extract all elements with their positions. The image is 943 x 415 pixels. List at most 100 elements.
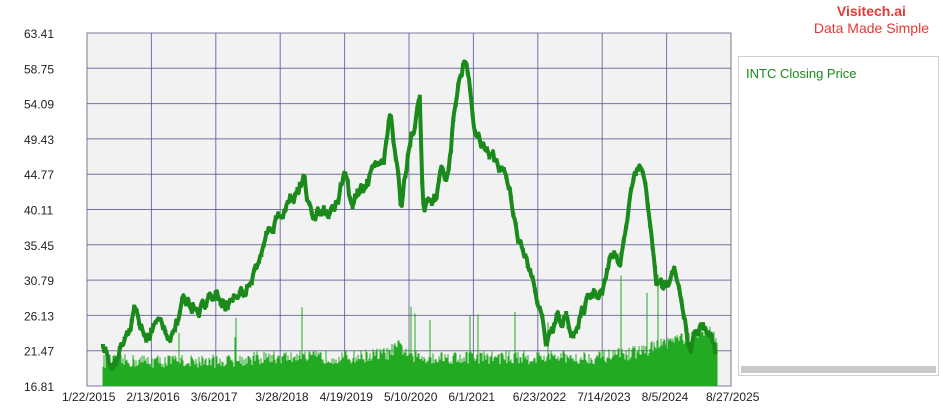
data-point	[281, 214, 285, 219]
data-point	[434, 195, 439, 200]
data-point	[561, 315, 566, 320]
data-point	[480, 142, 485, 147]
legend-scrollbar[interactable]	[741, 366, 936, 373]
data-point	[182, 296, 187, 301]
data-point	[708, 331, 713, 336]
data-point	[278, 214, 283, 219]
data-point	[595, 295, 600, 300]
data-point	[221, 299, 225, 304]
data-point	[218, 301, 223, 306]
data-point	[530, 275, 535, 280]
data-point	[437, 177, 441, 182]
legend-panel: INTC Closing Price	[738, 56, 939, 376]
data-point	[432, 193, 437, 198]
data-point	[643, 182, 648, 186]
data-point	[645, 203, 650, 208]
data-point	[137, 321, 141, 326]
data-point	[453, 102, 458, 107]
data-point	[557, 314, 561, 319]
data-point	[149, 327, 153, 332]
data-point	[535, 300, 540, 305]
data-point	[151, 323, 156, 328]
data-point	[362, 185, 367, 189]
legend-item-intc-closing-price[interactable]: INTC Closing Price	[746, 66, 857, 81]
data-point	[271, 230, 276, 234]
data-point	[631, 177, 636, 182]
data-point	[576, 325, 581, 330]
data-point	[518, 239, 523, 244]
data-point	[573, 329, 578, 334]
data-point	[653, 265, 657, 270]
brand-name: Visitech.ai	[836, 3, 906, 19]
data-point	[350, 205, 355, 210]
data-point	[665, 280, 669, 285]
data-point	[393, 156, 398, 161]
data-point	[302, 175, 307, 180]
data-point	[117, 346, 122, 351]
data-point	[672, 266, 677, 271]
data-point	[540, 314, 545, 319]
data-point	[146, 337, 151, 341]
data-point	[482, 146, 487, 151]
data-point	[374, 163, 379, 167]
data-point	[185, 299, 189, 304]
data-point	[705, 330, 710, 335]
data-point	[679, 298, 684, 303]
data-point	[684, 327, 689, 332]
data-point	[180, 296, 185, 301]
data-point	[674, 277, 679, 282]
data-point	[307, 201, 312, 206]
data-point	[257, 259, 261, 264]
data-point	[686, 343, 691, 348]
data-point	[660, 284, 665, 288]
x-tick-label: 4/19/2019	[320, 390, 374, 404]
x-tick-label: 3/28/2018	[255, 390, 309, 404]
data-point	[295, 186, 300, 191]
data-point	[425, 198, 429, 203]
data-point	[391, 139, 396, 144]
data-point	[497, 168, 501, 173]
data-point	[237, 290, 242, 295]
series-intc-closing-price	[101, 59, 718, 371]
data-point	[681, 315, 686, 320]
data-point	[602, 279, 607, 284]
data-point	[636, 167, 641, 172]
data-point	[629, 187, 633, 192]
data-point	[369, 165, 374, 170]
data-point	[641, 170, 645, 175]
data-point	[501, 167, 506, 172]
data-point	[405, 153, 410, 158]
data-point	[422, 208, 427, 213]
data-point	[410, 132, 415, 137]
data-point	[125, 330, 129, 335]
data-point	[650, 245, 655, 250]
brand-logo: Visitech.ai Data Made Simple	[814, 3, 929, 37]
x-tick-label: 2/13/2016	[126, 390, 180, 404]
data-point	[321, 205, 326, 210]
data-point	[528, 268, 533, 273]
data-point	[372, 164, 377, 169]
data-point	[201, 303, 206, 308]
data-point	[357, 190, 362, 194]
data-point	[593, 290, 597, 295]
data-point	[439, 165, 444, 170]
data-point	[638, 166, 643, 171]
y-tick-label: 30.79	[24, 274, 54, 288]
x-tick-label: 1/22/2015	[62, 390, 116, 404]
data-point	[120, 342, 125, 347]
data-point	[444, 177, 449, 182]
data-point	[408, 143, 413, 147]
volume-bars	[102, 274, 718, 386]
brand-tagline: Data Made Simple	[813, 20, 929, 36]
data-point	[156, 317, 161, 322]
data-point	[336, 200, 341, 205]
data-point	[585, 293, 590, 297]
y-tick-label: 63.41	[24, 27, 54, 41]
data-point	[197, 313, 201, 318]
data-point	[290, 198, 295, 203]
data-point	[132, 304, 137, 309]
data-point	[569, 333, 573, 338]
data-point	[621, 238, 626, 243]
data-point	[662, 280, 667, 285]
data-point	[247, 283, 252, 288]
